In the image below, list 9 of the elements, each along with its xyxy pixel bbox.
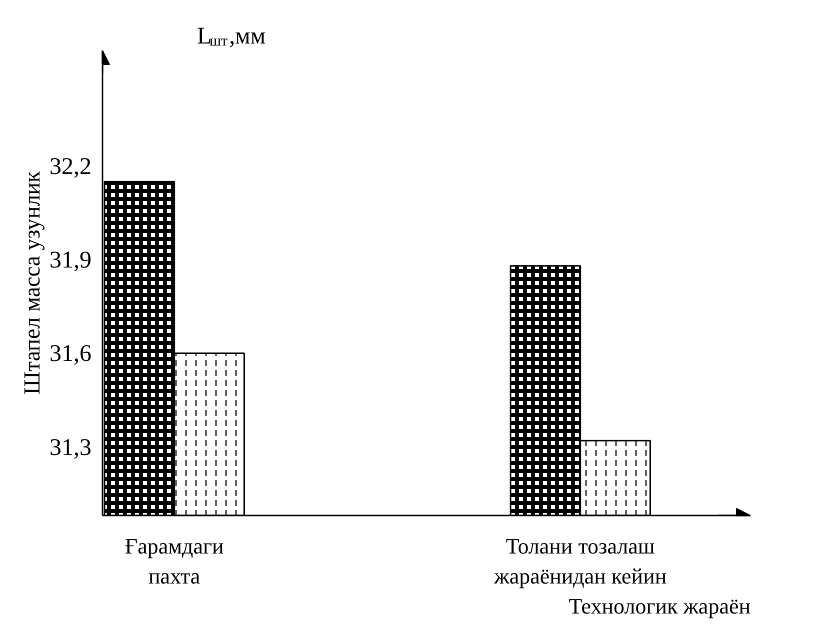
y-tick-label: 32,2: [50, 154, 92, 180]
y-tick-label: 31,6: [50, 341, 92, 368]
x-axis-title: Технологик жараён: [568, 594, 751, 618]
y-tick-label: 31,3: [50, 434, 92, 461]
y-tick-label: 31,9: [50, 248, 92, 274]
chart-title: Lшт,мм: [196, 24, 266, 50]
x-tick-label: Толани тозалаш жараёнидан кейин: [493, 534, 667, 588]
y-axis-title: Штапел масса узунлик: [20, 170, 44, 395]
x-tick-label: Ғарамдаги пахта: [124, 534, 224, 588]
